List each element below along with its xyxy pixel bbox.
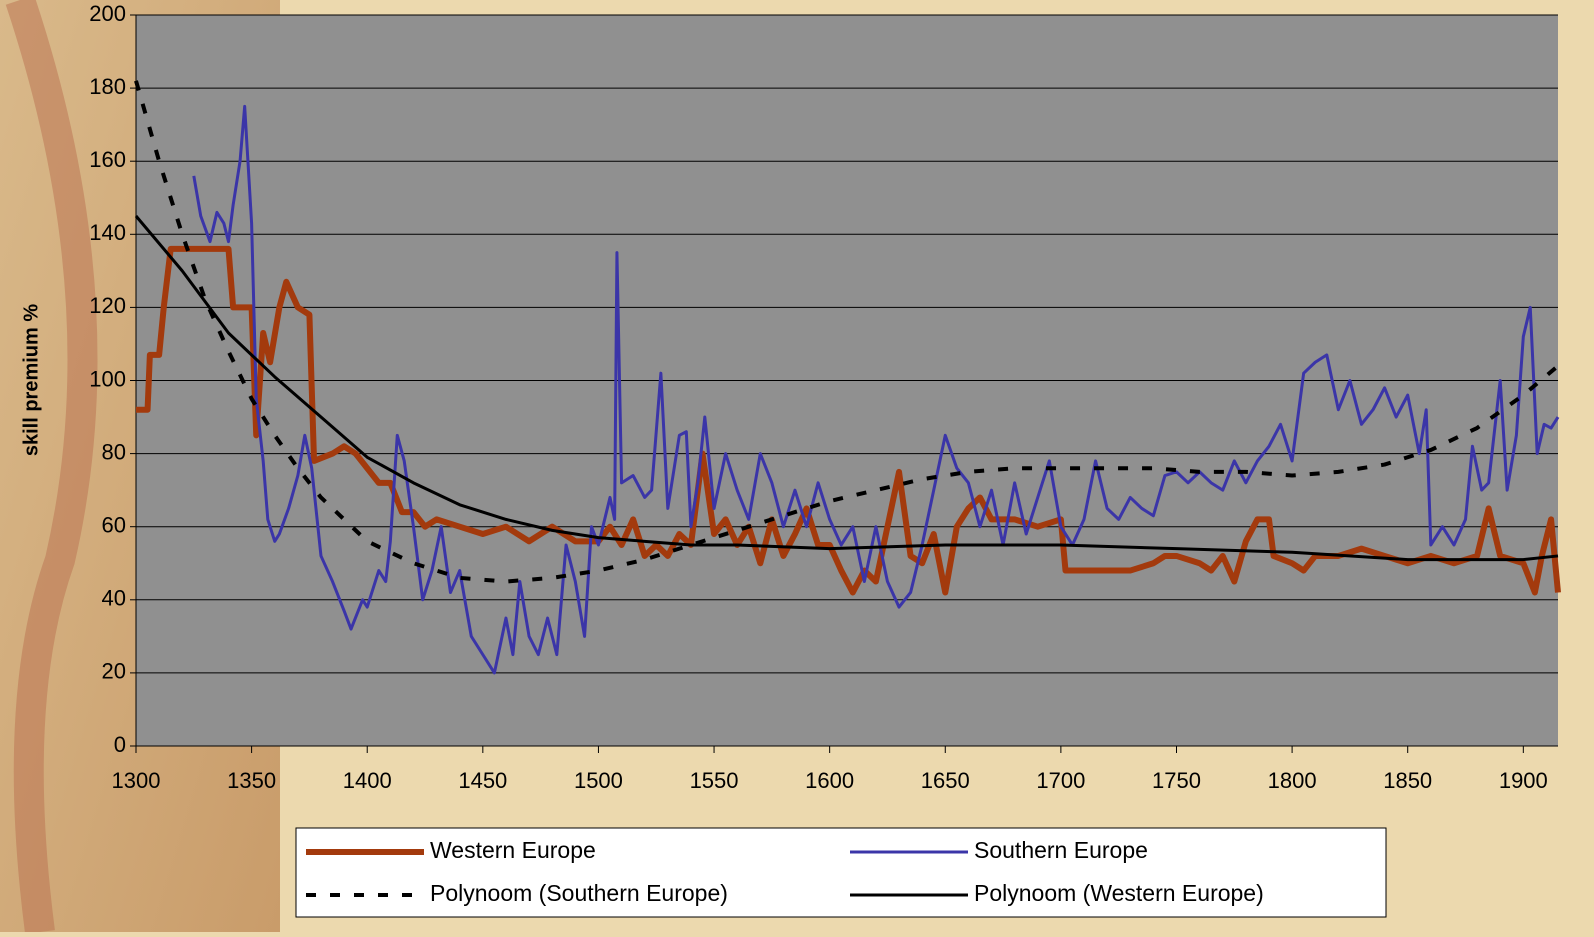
- y-tick-label: 100: [89, 366, 126, 391]
- y-tick-label: 180: [89, 74, 126, 99]
- legend-label: Western Europe: [430, 837, 596, 863]
- y-tick-label: 80: [102, 439, 126, 464]
- x-tick-label: 1850: [1383, 768, 1432, 793]
- y-tick-label: 60: [102, 513, 126, 538]
- x-tick-label: 1700: [1036, 768, 1085, 793]
- y-tick-label: 120: [89, 293, 126, 318]
- y-tick-label: 0: [114, 732, 126, 757]
- y-tick-label: 40: [102, 586, 126, 611]
- x-tick-label: 1900: [1499, 768, 1548, 793]
- x-tick-label: 1550: [690, 768, 739, 793]
- chart: skill premium % 0 20 40 60 80 100 120 140 160 180…: [0, 0, 1594, 932]
- x-tick-label: 1300: [112, 768, 161, 793]
- page: {"chart_data": {"type": "line", "ylabel"…: [0, 0, 1594, 932]
- x-tick-label: 1650: [921, 768, 970, 793]
- x-tick-label: 1800: [1268, 768, 1317, 793]
- y-axis-label: skill premium %: [20, 304, 42, 456]
- legend-label: Polynoom (Southern Europe): [430, 880, 728, 906]
- x-tick-label: 1750: [1152, 768, 1201, 793]
- x-tick-label: 1500: [574, 768, 623, 793]
- x-tick-label: 1350: [227, 768, 276, 793]
- x-tick-label: 1400: [343, 768, 392, 793]
- x-tick-label: 1600: [805, 768, 854, 793]
- y-tick-label: 160: [89, 147, 126, 172]
- y-tick-label: 140: [89, 220, 126, 245]
- legend-label: Southern Europe: [974, 837, 1148, 863]
- x-tick-label: 1450: [458, 768, 507, 793]
- y-tick-label: 20: [102, 659, 126, 684]
- y-tick-label: 200: [89, 1, 126, 26]
- legend-label: Polynoom (Western Europe): [974, 880, 1264, 906]
